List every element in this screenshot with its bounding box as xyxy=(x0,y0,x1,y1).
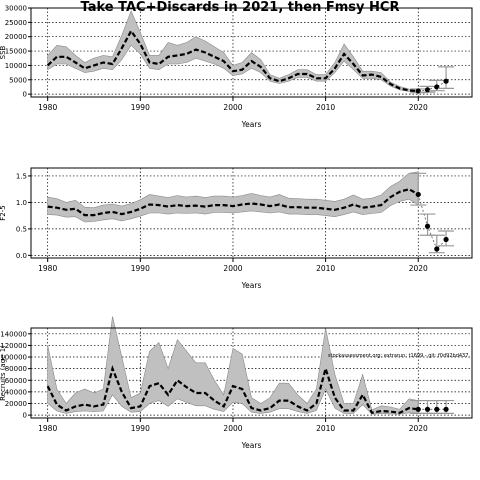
fbar-forecast-point xyxy=(443,236,449,243)
y-axis-label: Recruits (age 1) xyxy=(0,345,7,401)
y-tick-label: 15000 xyxy=(5,48,27,56)
ssb-estimate-line xyxy=(46,28,419,93)
x-tick-label: 1980 xyxy=(38,103,57,112)
x-tick-label: 2020 xyxy=(409,103,428,112)
y-axis-label: F2-5 xyxy=(0,205,7,220)
x-tick-label: 2010 xyxy=(316,264,335,273)
fbar-forecast-point xyxy=(424,223,431,229)
recruitment-estimate-line xyxy=(46,364,419,415)
y-tick-label: 20000 xyxy=(5,33,27,41)
x-tick-label: 1980 xyxy=(38,424,57,433)
y-tick-label: 80000 xyxy=(5,365,27,373)
fbar-forecast-point xyxy=(434,246,440,252)
fbar-plot-frame xyxy=(30,167,473,259)
y-tick-label: 0.5 xyxy=(16,225,27,233)
x-tick-label: 2000 xyxy=(223,103,242,112)
y-tick-label: 5000 xyxy=(9,76,27,84)
x-tick-label: 2010 xyxy=(316,103,335,112)
y-tick-label: 10000 xyxy=(5,62,27,70)
ssb-forecast-point xyxy=(415,88,421,94)
y-tick-label: 120000 xyxy=(0,342,27,350)
fbar-estimate-line xyxy=(47,188,419,217)
y-tick-label: 1.0 xyxy=(16,199,27,207)
y-tick-label: 0 xyxy=(23,412,27,420)
x-tick-label: 2010 xyxy=(316,424,335,433)
recruitment-forecast-point xyxy=(443,406,449,412)
x-tick-label: 2000 xyxy=(223,264,242,273)
y-tick-label: 30000 xyxy=(5,5,27,13)
y-tick-label: 40000 xyxy=(5,388,27,396)
y-tick-label: 20000 xyxy=(5,400,27,408)
y-tick-label: 60000 xyxy=(5,377,27,385)
recruitment-forecast-point xyxy=(415,406,421,412)
recruitment-plot-frame xyxy=(30,327,473,419)
ssb-forecast-point xyxy=(424,87,431,93)
y-tick-label: 100000 xyxy=(0,354,27,362)
x-tick-label: 2020 xyxy=(409,424,428,433)
fbar-forecast-point xyxy=(415,191,421,198)
x-tick-label: 1990 xyxy=(131,424,150,433)
y-tick-label: 1.5 xyxy=(16,172,27,180)
recruitment-forecast-point xyxy=(424,406,431,412)
y-tick-label: 0 xyxy=(23,91,27,99)
x-tick-label: 1990 xyxy=(131,103,150,112)
x-axis-label: Years xyxy=(241,120,262,129)
watermark-text: stockassessment.org: extrarun: t1699 - g… xyxy=(328,353,468,359)
ssb-forecast-point xyxy=(443,78,449,84)
x-tick-label: 2020 xyxy=(409,264,428,273)
y-tick-label: 0.0 xyxy=(16,252,27,260)
x-axis-label: Years xyxy=(241,441,262,450)
y-tick-label: 25000 xyxy=(5,19,27,27)
recruitment-forecast-point xyxy=(434,406,440,412)
ssb-plot-frame xyxy=(30,7,473,98)
y-tick-label: 140000 xyxy=(0,330,27,338)
ssb-forecast-line xyxy=(418,80,447,92)
x-axis-label: Years xyxy=(241,281,262,290)
fbar-forecast-line xyxy=(417,194,447,250)
recruitment-confidence-band xyxy=(47,316,419,415)
x-tick-label: 1980 xyxy=(38,264,57,273)
y-axis-label: SSB xyxy=(0,45,7,59)
x-tick-label: 2000 xyxy=(223,424,242,433)
x-tick-label: 1990 xyxy=(131,264,150,273)
